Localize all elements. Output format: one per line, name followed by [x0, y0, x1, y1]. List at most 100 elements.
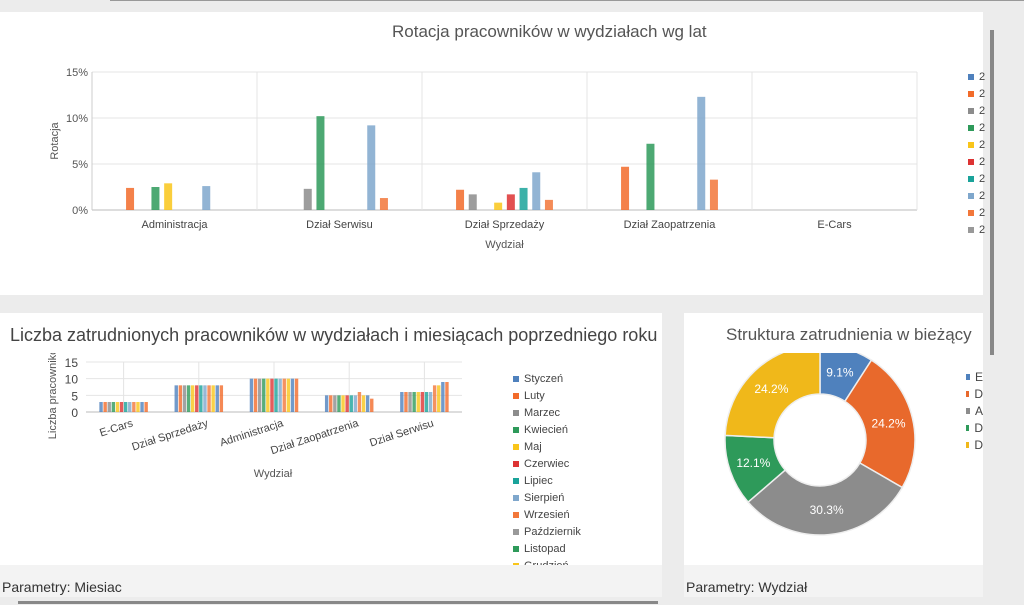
bar — [646, 143, 655, 210]
donut-slice — [724, 353, 821, 439]
legend-swatch — [513, 528, 519, 535]
legend-item[interactable]: Sierpień — [513, 489, 581, 506]
bar — [286, 378, 291, 412]
bar — [337, 395, 341, 412]
bar — [370, 398, 374, 412]
y-tick-label: 0 — [71, 406, 78, 420]
rotation-chart: 0% 5% 10% 15% Administracja Dział Serwisu Dzia… — [49, 67, 918, 251]
legend-item[interactable]: 2 — [968, 119, 985, 136]
vertical-scrollbar[interactable] — [990, 30, 994, 355]
legend-item[interactable]: Styczeń — [513, 370, 581, 387]
bar — [164, 183, 173, 210]
x-tick-label: E-Cars — [98, 417, 135, 439]
x-tick-label: Dział Serwisu — [306, 219, 373, 231]
legend-swatch — [966, 373, 970, 380]
bar — [303, 188, 312, 210]
legend-swatch — [968, 158, 974, 165]
bar — [203, 385, 207, 412]
structure-chart-panel: Struktura zatrudnienia w bieżący 9.1% 24.… — [684, 313, 983, 565]
bar — [270, 378, 274, 412]
x-axis-title: Wydział — [254, 468, 293, 480]
legend-swatch — [968, 73, 974, 80]
legend-swatch — [513, 477, 519, 484]
chart-title: Rotacja pracowników w wydziałach wg lat — [392, 22, 707, 41]
y-tick-label: 15% — [66, 67, 88, 79]
x-tick-label: Dział Sprzedaży — [465, 219, 545, 231]
bar — [345, 395, 349, 412]
legend-item[interactable]: 2 — [968, 136, 985, 153]
chart-title: Liczba zatrudnionych pracowników w wydzi… — [10, 325, 658, 345]
bar — [349, 395, 353, 412]
legend-label: Październik — [524, 525, 581, 538]
legend-swatch — [968, 90, 974, 97]
bar — [195, 385, 199, 412]
legend-item[interactable]: 2 — [968, 170, 985, 187]
bar — [697, 96, 706, 210]
slice-label: 9.1% — [826, 365, 854, 379]
legend-item[interactable]: 2 — [968, 153, 985, 170]
legend-item[interactable]: E — [966, 368, 983, 385]
bar — [365, 395, 370, 412]
legend-item[interactable]: 2 — [968, 102, 985, 119]
bar — [400, 392, 404, 412]
legend-label: 2 — [979, 223, 986, 236]
bar — [412, 392, 416, 412]
bar — [709, 179, 718, 210]
legend-item[interactable]: D — [966, 385, 983, 402]
horizontal-scrollbar[interactable] — [18, 601, 658, 604]
legend-item[interactable]: 2 — [968, 85, 985, 102]
bar — [202, 186, 211, 210]
x-tick-label: Dział Sprzedaży — [130, 417, 210, 453]
bar — [111, 402, 116, 412]
legend-label: 2 — [979, 138, 986, 151]
donut-slice — [843, 359, 916, 489]
bar — [353, 395, 358, 412]
bar — [199, 385, 203, 412]
legend-item[interactable]: 2 — [968, 187, 985, 204]
slice-label: 24.2% — [872, 416, 906, 430]
legend-item[interactable]: Kwiecień — [513, 421, 581, 438]
bar — [532, 172, 541, 210]
legend-item[interactable]: Maj — [513, 438, 581, 455]
y-tick-label: 15 — [65, 356, 79, 370]
legend-item[interactable]: Czerwiec — [513, 455, 581, 472]
slice-label: 30.3% — [810, 503, 844, 517]
legend-label: Lipiec — [524, 474, 553, 487]
structure-donut-chart: 9.1% 24.2% 30.3% 12.1% 24.2% — [724, 353, 916, 536]
legend-item[interactable]: Lipiec — [513, 472, 581, 489]
legend-label: 2 — [979, 172, 986, 185]
legend-item[interactable]: Marzec — [513, 404, 581, 421]
bar — [126, 187, 135, 210]
bar — [115, 402, 120, 412]
legend-swatch — [513, 460, 519, 467]
legend-label: 2 — [979, 189, 986, 202]
bar — [404, 392, 408, 412]
legend-item[interactable]: D — [966, 436, 983, 453]
legend-item[interactable]: 2 — [968, 221, 985, 238]
legend-swatch — [513, 511, 519, 518]
legend-label: D — [974, 420, 983, 435]
bar — [140, 402, 144, 412]
legend-item[interactable]: Luty — [513, 387, 581, 404]
legend-item[interactable]: Październik — [513, 523, 581, 540]
legend-label: 2 — [979, 87, 986, 100]
legend-label: Sierpień — [524, 491, 565, 504]
parameter-footer[interactable]: Parametry: Miesiac — [0, 565, 662, 597]
bar — [274, 378, 278, 412]
x-tick-label: E-Cars — [817, 219, 852, 231]
y-tick-label: 10 — [65, 373, 79, 387]
legend-item[interactable]: Wrzesień — [513, 506, 581, 523]
y-axis-title: Rotacja — [49, 121, 61, 159]
legend-item[interactable]: 2 — [968, 204, 985, 221]
employees-legend: Styczeń Luty Marzec Kwiecień Maj Czerwiec Lipi… — [513, 370, 581, 574]
bar — [119, 402, 124, 412]
legend-item[interactable]: D — [966, 419, 983, 436]
bar — [519, 187, 528, 210]
legend-item[interactable]: Listopad — [513, 540, 581, 557]
bar — [174, 385, 178, 412]
legend-item[interactable]: 2 — [968, 68, 985, 85]
parameter-footer[interactable]: Parametry: Wydział — [684, 565, 983, 597]
legend-label: 2 — [979, 121, 986, 134]
legend-item[interactable]: A — [966, 402, 983, 419]
bar — [186, 385, 191, 412]
